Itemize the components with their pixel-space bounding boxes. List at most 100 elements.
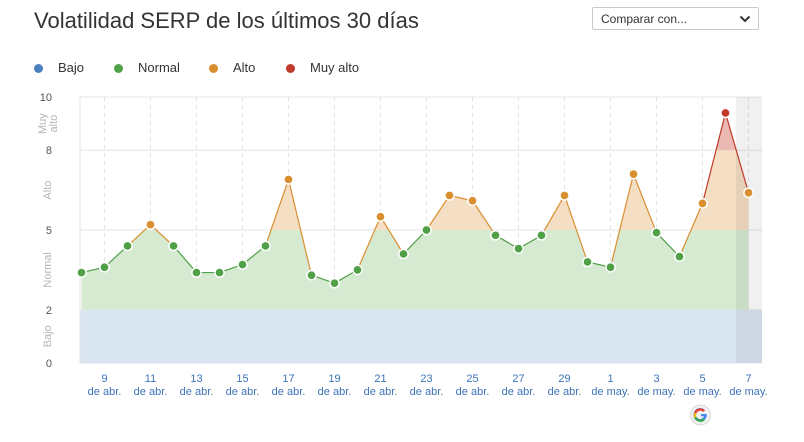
x-tick-day: 23 bbox=[420, 373, 432, 385]
x-tick-month: de abr. bbox=[180, 386, 214, 398]
data-point bbox=[697, 198, 708, 209]
data-point bbox=[628, 168, 639, 180]
data-point bbox=[559, 190, 570, 201]
series-segment bbox=[379, 216, 405, 255]
zone-label: alto bbox=[48, 115, 60, 133]
series-segment bbox=[609, 173, 635, 268]
x-tick-day: 3 bbox=[653, 373, 659, 385]
legend-label: Alto bbox=[233, 60, 256, 75]
data-point bbox=[329, 277, 340, 289]
x-tick-day: 11 bbox=[145, 373, 156, 385]
data-point bbox=[398, 248, 409, 260]
x-tick-day: 15 bbox=[236, 373, 248, 385]
x-tick-month: de may. bbox=[729, 386, 767, 398]
google-icon-arc-red bbox=[694, 408, 705, 414]
x-tick-day: 7 bbox=[745, 373, 751, 385]
data-point bbox=[743, 187, 754, 199]
x-tick-day: 9 bbox=[101, 373, 107, 385]
data-point bbox=[720, 107, 731, 119]
x-tick-month: de abr. bbox=[272, 386, 306, 398]
data-point bbox=[191, 267, 202, 278]
y-tick-label: 5 bbox=[46, 225, 52, 237]
data-point bbox=[99, 261, 110, 273]
data-point bbox=[444, 190, 455, 201]
series-segment bbox=[656, 232, 680, 258]
page-title: Volatilidad SERP de los últimos 30 días bbox=[34, 8, 419, 33]
zone-label: Muy bbox=[37, 113, 49, 134]
compare-dropdown-label: Comparar con... bbox=[601, 12, 688, 26]
data-point bbox=[168, 240, 179, 252]
series-segment bbox=[632, 173, 658, 233]
legend-label: Bajo bbox=[58, 60, 85, 75]
data-point bbox=[421, 224, 432, 236]
legend-dot bbox=[34, 64, 43, 73]
zone-label: Normal bbox=[42, 252, 54, 287]
data-point bbox=[467, 195, 478, 207]
chevron-down-icon bbox=[739, 15, 751, 23]
x-tick-month: de may. bbox=[683, 386, 721, 398]
x-tick-day: 1 bbox=[607, 373, 613, 385]
data-point bbox=[536, 229, 547, 241]
x-tick-day: 29 bbox=[558, 373, 570, 385]
x-tick-month: de abr. bbox=[226, 386, 260, 398]
x-tick-month: de abr. bbox=[410, 386, 444, 398]
data-point bbox=[145, 219, 156, 231]
x-tick-month: de may. bbox=[591, 386, 629, 398]
series-segment bbox=[724, 112, 750, 193]
data-point bbox=[237, 259, 248, 270]
x-tick-day: 27 bbox=[512, 373, 524, 385]
data-point bbox=[651, 227, 662, 239]
data-point bbox=[122, 240, 133, 252]
compare-dropdown[interactable]: Comparar con... bbox=[592, 7, 759, 30]
series-segment bbox=[426, 195, 450, 231]
x-tick-day: 25 bbox=[466, 373, 478, 385]
x-tick-month: de may. bbox=[637, 386, 675, 398]
x-tick-day: 21 bbox=[374, 373, 386, 385]
data-point bbox=[214, 267, 225, 278]
series-segment bbox=[173, 245, 197, 273]
x-tick-day: 5 bbox=[699, 373, 705, 385]
data-point bbox=[375, 211, 386, 223]
series-segment bbox=[701, 112, 727, 204]
y-tick-label: 2 bbox=[46, 305, 52, 317]
x-tick-month: de abr. bbox=[456, 386, 490, 398]
x-tick-month: de abr. bbox=[364, 386, 398, 398]
zone-label: Bajo bbox=[42, 325, 54, 347]
data-point bbox=[490, 229, 501, 241]
series-segment bbox=[403, 229, 427, 255]
zone-band-bajo bbox=[80, 309, 762, 363]
x-tick-day: 19 bbox=[328, 373, 340, 385]
legend-label: Normal bbox=[138, 60, 180, 75]
series-segment bbox=[356, 216, 382, 271]
legend-label: Muy alto bbox=[310, 60, 360, 75]
y-tick-label: 0 bbox=[46, 358, 52, 370]
x-tick-month: de abr. bbox=[502, 386, 536, 398]
data-point bbox=[306, 269, 317, 281]
legend-dot bbox=[209, 64, 218, 73]
x-tick-month: de abr. bbox=[134, 386, 168, 398]
series-segment bbox=[472, 200, 496, 236]
legend-dot bbox=[286, 64, 295, 73]
series-segment bbox=[264, 179, 290, 247]
data-point bbox=[582, 256, 593, 268]
x-tick-month: de abr. bbox=[88, 386, 122, 398]
legend-dot bbox=[114, 64, 123, 73]
series-segment bbox=[287, 179, 313, 276]
series-segment bbox=[540, 195, 566, 236]
last-day-highlight bbox=[735, 97, 762, 363]
data-point bbox=[674, 251, 685, 262]
x-tick-month: de abr. bbox=[548, 386, 582, 398]
google-icon-arc-green bbox=[694, 416, 706, 422]
data-point bbox=[283, 174, 294, 185]
data-point bbox=[605, 261, 616, 273]
x-tick-day: 13 bbox=[190, 373, 202, 385]
series-segment bbox=[563, 195, 589, 263]
x-tick-month: de abr. bbox=[318, 386, 352, 398]
google-icon[interactable] bbox=[690, 404, 711, 426]
data-point bbox=[352, 264, 363, 276]
series-segment bbox=[678, 203, 704, 257]
data-point bbox=[513, 243, 524, 254]
zone-label: Alto bbox=[42, 181, 54, 200]
y-tick-label: 8 bbox=[46, 145, 52, 157]
